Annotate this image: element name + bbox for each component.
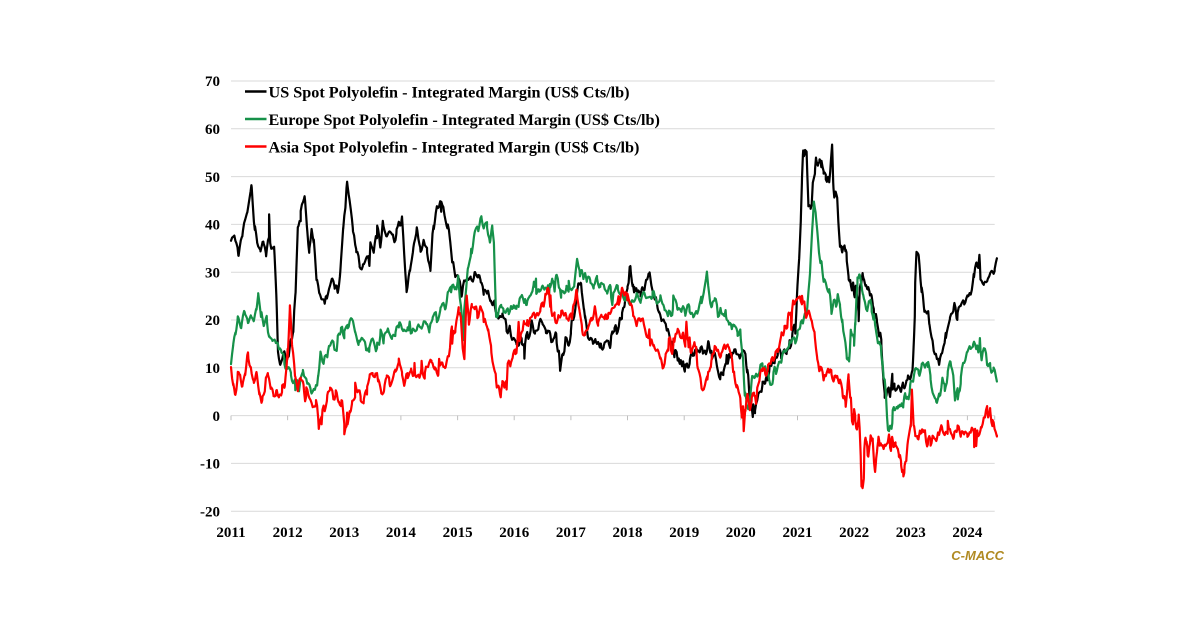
svg-text:2012: 2012: [273, 525, 303, 541]
svg-text:50: 50: [205, 170, 220, 186]
svg-text:C-MACC: C-MACC: [951, 548, 1004, 563]
svg-text:Asia Spot Polyolefin - Integra: Asia Spot Polyolefin - Integrated Margin…: [269, 139, 640, 157]
svg-text:2015: 2015: [443, 525, 473, 541]
svg-text:0: 0: [213, 409, 221, 425]
svg-text:2016: 2016: [499, 525, 530, 541]
svg-text:2018: 2018: [613, 525, 643, 541]
svg-text:30: 30: [205, 265, 220, 281]
svg-text:US Spot Polyolefin - Integrate: US Spot Polyolefin - Integrated Margin (…: [269, 84, 630, 102]
svg-text:2024: 2024: [952, 525, 983, 541]
svg-text:2014: 2014: [386, 525, 417, 541]
svg-text:2017: 2017: [556, 525, 587, 541]
svg-text:2011: 2011: [216, 525, 245, 541]
svg-text:-10: -10: [200, 457, 220, 473]
svg-text:-20: -20: [200, 504, 220, 520]
svg-text:60: 60: [205, 122, 220, 138]
svg-text:20: 20: [205, 313, 220, 329]
svg-text:10: 10: [205, 361, 220, 377]
svg-text:2021: 2021: [783, 525, 813, 541]
svg-text:2019: 2019: [669, 525, 699, 541]
svg-text:2013: 2013: [329, 525, 359, 541]
svg-text:2023: 2023: [896, 525, 926, 541]
svg-text:40: 40: [205, 218, 220, 234]
svg-text:Europe Spot Polyolefin - Integ: Europe Spot Polyolefin - Integrated Marg…: [269, 111, 660, 129]
svg-text:2020: 2020: [726, 525, 756, 541]
svg-text:70: 70: [205, 74, 220, 90]
svg-text:2022: 2022: [839, 525, 869, 541]
